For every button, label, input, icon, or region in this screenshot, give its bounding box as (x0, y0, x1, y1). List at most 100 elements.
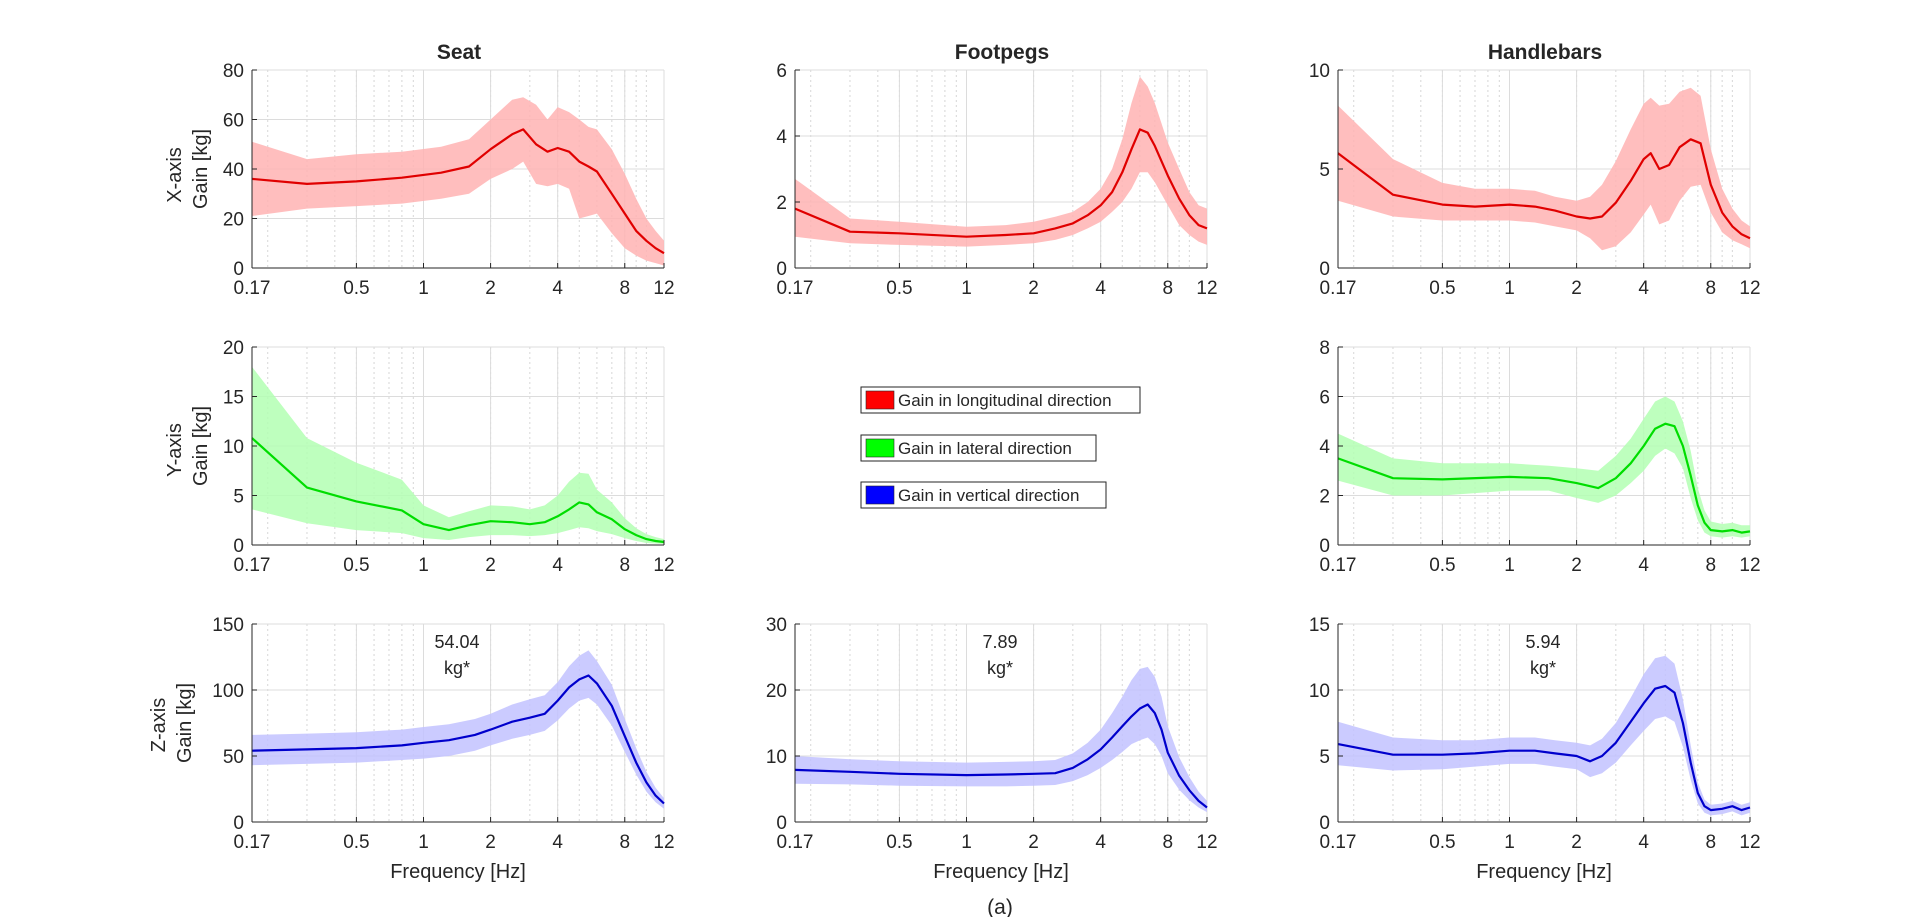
row-label-y-axis: Y-axis (164, 423, 186, 477)
y-tick-label: 0 (1319, 259, 1330, 280)
x-tick-label: 12 (653, 278, 674, 299)
x-tick-label: 12 (653, 555, 674, 576)
x-tick-label: 0.5 (886, 278, 912, 299)
x-tick-label: 2 (485, 832, 496, 853)
y-tick-label: 0 (233, 536, 244, 557)
gain-line (1337, 138, 1751, 240)
annotation-text: kg* (987, 658, 1013, 678)
y-tick-label: 5 (1319, 160, 1330, 181)
x-tick-label: 2 (1571, 832, 1582, 853)
x-tick-label: 1 (961, 278, 972, 299)
x-tick-label: 4 (1095, 832, 1106, 853)
y-tick-label: 20 (223, 210, 244, 231)
x-tick-label: 0.17 (1320, 555, 1357, 576)
x-tick-label: 0.5 (1429, 555, 1455, 576)
y-tick-label: 5 (1319, 747, 1330, 768)
x-tick-label: 0.17 (234, 278, 271, 299)
x-tick-label: 2 (485, 555, 496, 576)
x-tick-label: 1 (418, 278, 429, 299)
annotation-text: kg* (444, 658, 470, 678)
legend-box-longitudinal (860, 386, 1141, 414)
y-tick-label: 10 (766, 747, 787, 768)
y-tick-label: 0 (776, 813, 787, 834)
y-tick-label: 20 (766, 681, 787, 702)
x-tick-label: 0.5 (343, 278, 369, 299)
x-tick-label: 8 (1162, 278, 1173, 299)
legend-swatch-lateral (865, 438, 895, 458)
x-tick-label: 2 (1028, 278, 1039, 299)
x-tick-label: 2 (1571, 278, 1582, 299)
legend: Gain in longitudinal direction Gain in l… (860, 386, 1141, 509)
x-tick-label: 0.17 (234, 832, 271, 853)
x-tick-label: 12 (1739, 832, 1760, 853)
x-tick-label: 12 (1739, 278, 1760, 299)
y-tick-label: 0 (776, 259, 787, 280)
x-tick-label: 4 (1638, 278, 1649, 299)
x-tick-label: 0.5 (1429, 832, 1455, 853)
x-tick-label: 1 (1504, 832, 1515, 853)
y-axis-label: Gain [kg] (190, 406, 212, 486)
gain-line (794, 128, 1208, 238)
y-tick-label: 6 (776, 61, 787, 82)
confidence-band (252, 366, 664, 544)
y-tick-label: 10 (223, 437, 244, 458)
x-tick-label: 8 (1162, 832, 1173, 853)
x-tick-label: 0.17 (777, 278, 814, 299)
x-tick-label: 4 (1638, 555, 1649, 576)
y-tick-label: 5 (233, 487, 244, 508)
legend-label-longitudinal: Gain in longitudinal direction (898, 391, 1112, 410)
x-tick-label: 12 (653, 832, 674, 853)
legend-box-lateral (860, 434, 1097, 462)
legend-swatch-vertical (865, 485, 895, 505)
gain-line (251, 128, 665, 255)
figure-caption: (a) (987, 896, 1013, 917)
y-tick-label: 10 (1309, 61, 1330, 82)
legend-label-lateral: Gain in lateral direction (898, 439, 1072, 458)
confidence-band (1338, 87, 1750, 251)
y-tick-label: 100 (212, 681, 244, 702)
x-tick-label: 8 (1705, 832, 1716, 853)
gain-line (1337, 684, 1751, 812)
annotation-text: 54.04 (434, 632, 479, 652)
annotation-text: 5.94 (1525, 632, 1560, 652)
y-tick-label: 20 (223, 338, 244, 359)
legend-label-vertical: Gain in vertical direction (898, 486, 1079, 505)
x-tick-label: 4 (552, 555, 563, 576)
x-tick-label: 4 (552, 278, 563, 299)
x-tick-label: 8 (619, 832, 630, 853)
y-tick-label: 60 (223, 111, 244, 132)
y-tick-label: 50 (223, 747, 244, 768)
x-tick-label: 4 (1638, 832, 1649, 853)
row-label-z-axis: Z-axis (148, 698, 170, 752)
x-tick-label: 8 (1705, 555, 1716, 576)
y-axis-label: Gain [kg] (190, 129, 212, 209)
x-tick-label: 0.17 (1320, 278, 1357, 299)
gain-line (1337, 422, 1751, 534)
x-tick-label: 1 (418, 832, 429, 853)
x-axis-label: Frequency [Hz] (933, 861, 1069, 883)
confidence-band (252, 650, 664, 809)
x-tick-label: 4 (552, 832, 563, 853)
y-tick-label: 0 (233, 813, 244, 834)
y-tick-label: 0 (1319, 536, 1330, 557)
confidence-band (252, 97, 664, 266)
column-title-footpegs: Footpegs (955, 41, 1050, 64)
y-tick-label: 4 (776, 127, 787, 148)
y-tick-label: 15 (223, 388, 244, 409)
y-tick-label: 2 (1319, 487, 1330, 508)
y-tick-label: 40 (223, 160, 244, 181)
x-tick-label: 12 (1196, 832, 1217, 853)
x-tick-label: 0.5 (343, 555, 369, 576)
x-tick-label: 0.5 (1429, 278, 1455, 299)
x-tick-label: 0.17 (234, 555, 271, 576)
x-tick-label: 1 (961, 832, 972, 853)
y-tick-label: 2 (776, 193, 787, 214)
legend-swatch-longitudinal (865, 390, 895, 410)
